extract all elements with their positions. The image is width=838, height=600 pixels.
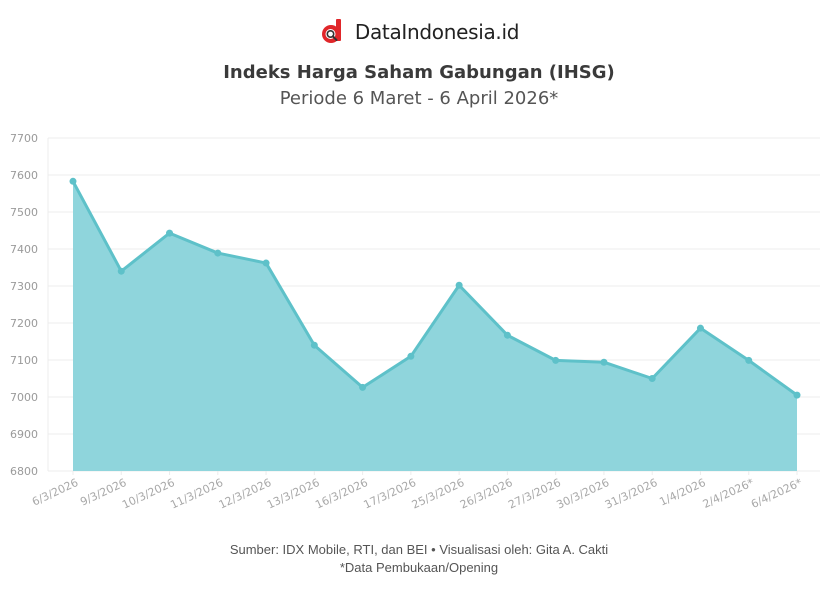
y-tick-label: 6900 [10,428,38,441]
x-axis: 6/3/20269/3/202610/3/202611/3/202612/3/2… [30,471,805,512]
data-line [71,180,798,397]
x-tick-label: 11/3/2026 [168,476,225,512]
x-tick-label: 25/3/2026 [410,476,467,512]
chart-subtitle: Periode 6 Maret - 6 April 2026* [279,88,559,109]
data-points [69,177,801,399]
x-tick-label: 26/3/2026 [458,476,515,512]
data-point [648,375,656,382]
data-point [503,331,511,339]
x-tick-label: 10/3/2026 [120,476,177,512]
chart-title: Indeks Harga Saham Gabungan (IHSG) [223,62,615,83]
data-point [455,281,463,289]
data-point [696,324,704,332]
source-credit: Sumber: IDX Mobile, RTI, dan BEI • Visua… [229,542,609,557]
area-chart: 6800 6900 7000 7100 7200 7300 7400 7500 7600 7700… [10,132,820,512]
x-tick-label: 27/3/2026 [506,476,563,512]
x-tick-label: 1/4/2026 [657,476,707,509]
x-tick-label: 16/3/2026 [313,476,370,512]
data-point [407,352,415,360]
data-point [69,177,77,185]
y-tick-label: 7100 [10,354,38,367]
data-point [793,391,801,399]
y-tick-label: 7000 [10,391,38,404]
x-tick-label: 12/3/2026 [217,476,274,512]
y-tick-label: 7300 [10,280,38,293]
area-fill [73,181,797,472]
y-axis: 6800 6900 7000 7100 7200 7300 7400 7500 7600 7700 [10,132,38,478]
x-tick-label: 30/3/2026 [555,476,612,512]
footnote: *Data Pembukaan/Opening [339,560,499,575]
y-tick-label: 7400 [10,243,38,256]
brand-name: DataIndonesia.id [354,20,520,44]
data-point [262,259,270,267]
x-tick-label: 6/4/2026* [749,476,805,511]
data-point [214,249,222,257]
y-tick-label: 7500 [10,206,38,219]
data-point [552,356,560,364]
x-tick-label: 17/3/2026 [362,476,419,512]
x-tick-label: 6/3/2026 [30,476,80,509]
brand-header: DataIndonesia.id [0,18,838,46]
x-tick-label: 31/3/2026 [603,476,660,512]
dataindonesia-logo-icon [321,19,341,43]
data-point [359,383,367,391]
data-point [745,356,753,364]
data-point [117,267,125,275]
y-tick-label: 7600 [10,169,38,182]
data-point [600,358,608,366]
y-tick-label: 7700 [10,132,38,145]
y-tick-label: 6800 [10,465,38,478]
x-tick-label: 2/4/2026* [701,476,757,511]
x-tick-label: 13/3/2026 [265,476,322,512]
data-point [166,229,174,237]
data-point [310,341,318,349]
y-tick-label: 7200 [10,317,38,330]
